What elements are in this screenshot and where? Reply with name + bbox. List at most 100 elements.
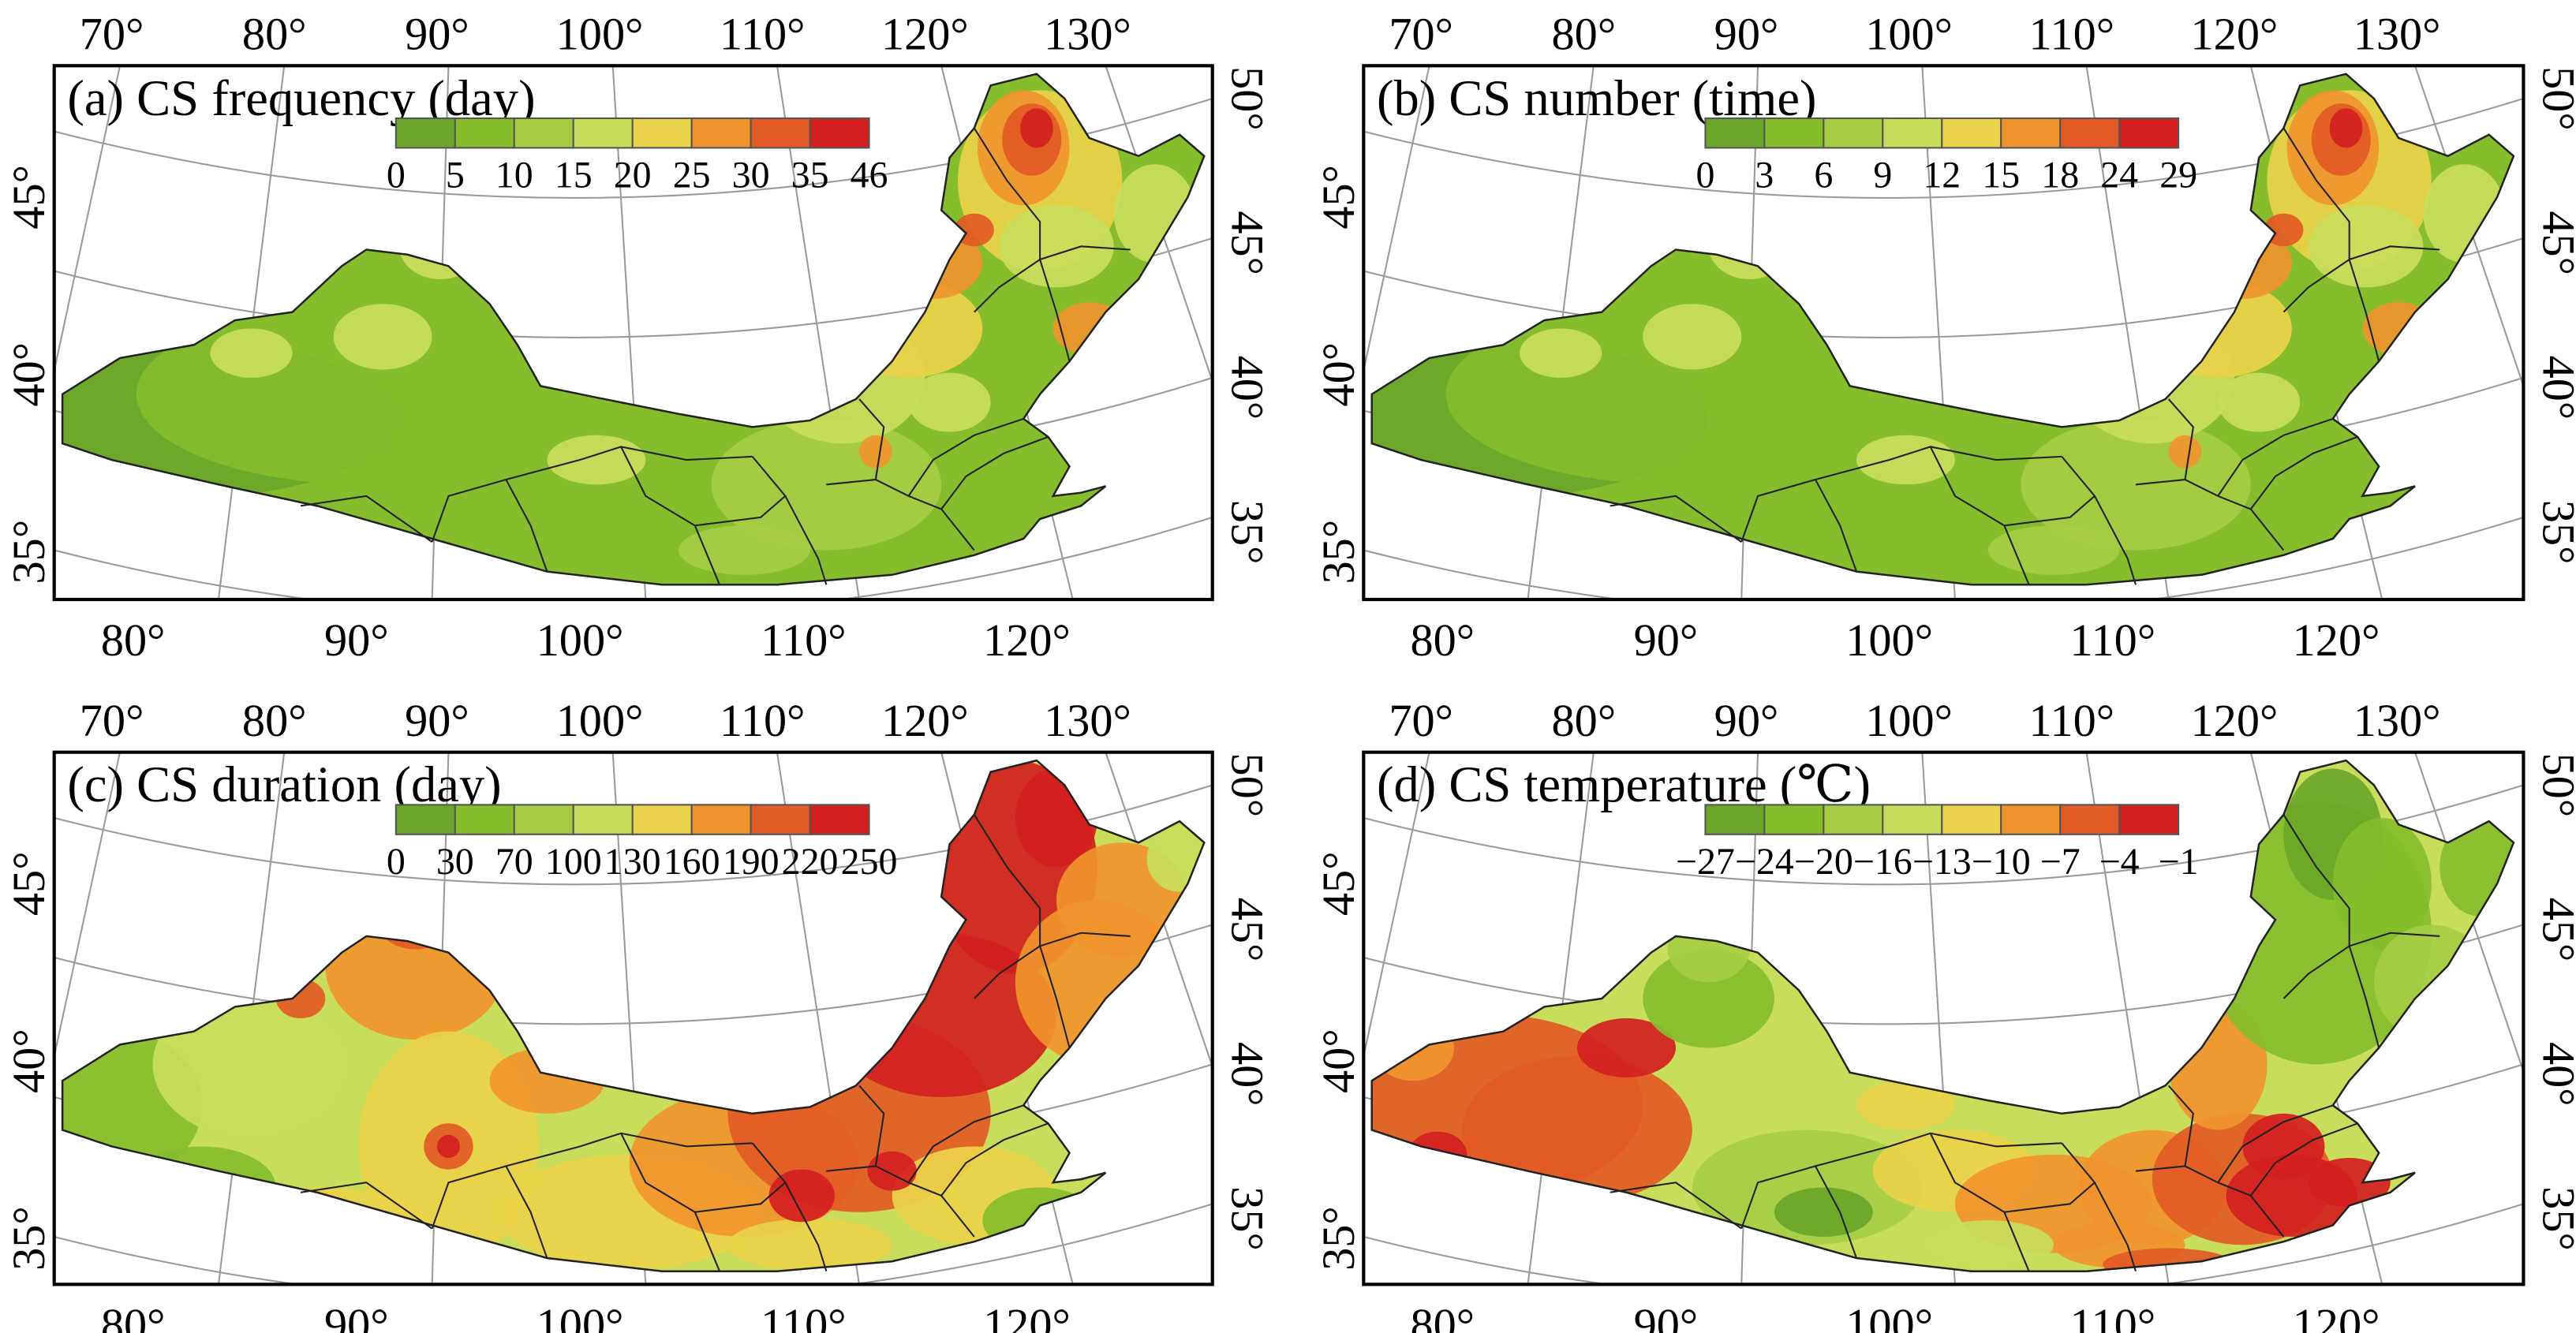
province-boundary (694, 495, 787, 527)
top-longitude-label: 70° (80, 8, 144, 59)
colorbar-tick-label: 10 (495, 154, 533, 196)
right-latitude-label: 50° (2533, 66, 2576, 131)
field-contour (2403, 330, 2443, 360)
field-contour (2264, 213, 2304, 247)
field-contour (1577, 1018, 1676, 1077)
colorbar-swatch (690, 804, 752, 835)
field-contour (2144, 278, 2292, 378)
parallel-line (1363, 1203, 2524, 1285)
colorbar-tick-label: 3 (1755, 154, 1774, 196)
colorbar-tick-label: −7 (2040, 841, 2081, 883)
map-panel-a: (a) CS frequency (day) 0 5 10 15 20 25 30 35 46 70… (3, 8, 1273, 666)
region-boundary (1370, 73, 2515, 586)
field-contour (2144, 962, 2226, 1035)
province-boundary (505, 1165, 548, 1259)
field-contour (727, 1219, 892, 1271)
bottom-longitude-label: 120° (2293, 1299, 2380, 1333)
bottom-longitude-label: 80° (101, 614, 166, 666)
bottom-longitude-label: 80° (101, 1299, 166, 1333)
top-longitude-label: 80° (242, 695, 307, 746)
colorbar-swatch (750, 804, 811, 835)
province-boundary (973, 127, 1041, 260)
colorbar-swatch (809, 117, 870, 149)
top-longitude-label: 90° (1714, 695, 1779, 746)
field-contour (1922, 1220, 2054, 1270)
province-boundary (1740, 446, 2062, 543)
field-contour (128, 1146, 276, 1229)
top-longitude-label: 90° (405, 695, 469, 746)
colorbar-swatch (2000, 117, 2062, 149)
left-latitude-label: 45° (1313, 165, 1364, 230)
right-latitude-label: 50° (2533, 753, 2576, 818)
field-contour (1774, 1187, 1873, 1237)
field-contour (152, 990, 350, 1139)
top-longitude-label: 120° (2191, 8, 2279, 59)
field-contour (2362, 302, 2435, 355)
colorbar-swatch (1763, 804, 1825, 835)
colorbar-tick-label: 6 (1814, 154, 1833, 196)
field-contour (202, 1187, 432, 1270)
colorbar-tick-label: 29 (2159, 154, 2197, 196)
colorbar: 0 30 70 100 130 160 190 220 250 (387, 804, 897, 883)
colorbar-tick-label: −24 (1735, 841, 1794, 883)
province-boundary (2004, 1182, 2096, 1213)
field-contour (2440, 817, 2514, 917)
colorbar-swatch (690, 117, 752, 149)
colorbar-swatch (750, 117, 811, 149)
panel-title: (c) CS duration (day) (67, 756, 501, 813)
parallel-line (1363, 516, 2524, 600)
province-boundary (1740, 1132, 2062, 1229)
top-longitude-label: 110° (2028, 695, 2114, 746)
meridian-line (1363, 65, 1430, 375)
field-contour (489, 1047, 605, 1114)
colorbar-swatch (2059, 117, 2121, 149)
province-boundary (973, 814, 1041, 947)
top-longitude-label: 120° (881, 8, 969, 59)
top-longitude-label: 130° (2354, 8, 2441, 59)
map-panel-c: (c) CS duration (day) 0 30 70 100 130 160 190 22… (3, 695, 1273, 1333)
colorbar-swatch (454, 117, 515, 149)
bottom-longitude-label: 100° (1845, 1299, 1933, 1333)
colorbar-swatch (2118, 117, 2180, 149)
province-boundary (858, 1085, 885, 1167)
map-frame (1362, 64, 2526, 602)
bottom-longitude-label: 110° (2070, 614, 2156, 666)
province-boundaries (300, 814, 1131, 1272)
left-latitude-label: 35° (3, 520, 54, 584)
bottom-longitude-label: 120° (983, 614, 1071, 666)
field-contour (1667, 916, 1750, 983)
colorbar-swatch (572, 804, 634, 835)
field-contour (1987, 525, 2120, 575)
colorbar-swatch (1941, 804, 2002, 835)
colorbar-tick-label: 15 (1982, 154, 2020, 196)
bottom-longitude-label: 110° (761, 614, 847, 666)
province-boundary (431, 1132, 753, 1229)
colorbar-tick-label: 0 (387, 841, 406, 883)
right-latitude-label: 40° (1222, 1042, 1273, 1107)
region-boundary (1370, 759, 2515, 1272)
bottom-longitude-label: 100° (537, 1299, 624, 1333)
colorbar-tick-label: 25 (673, 154, 711, 196)
colorbar-swatch (1823, 804, 1884, 835)
field-contour (1020, 108, 1053, 148)
colorbar-swatch (1823, 117, 1884, 149)
colorbar: −27 −24 −20 −16 −13 −10 −7 −4 −1 (1676, 804, 2199, 883)
province-boundary (940, 1122, 1049, 1197)
province-boundary (431, 446, 753, 543)
province-boundary (751, 1142, 828, 1272)
field-contour (436, 1134, 461, 1159)
top-longitude-label: 120° (881, 695, 969, 746)
colorbar-tick-label: 220 (782, 841, 839, 883)
province-boundary (1610, 1182, 1742, 1230)
field-contour (1643, 304, 1742, 370)
province-boundary (620, 1133, 721, 1272)
province-boundary (2217, 1104, 2334, 1183)
colorbar-tick-label: 9 (1873, 154, 1892, 196)
colorbar-tick-label: 0 (1696, 154, 1714, 196)
region-boundary (61, 73, 1206, 586)
field-contour (333, 304, 432, 370)
top-longitude-label: 80° (242, 8, 307, 59)
right-latitude-label: 50° (1222, 66, 1273, 131)
top-longitude-label: 100° (1865, 695, 1953, 746)
